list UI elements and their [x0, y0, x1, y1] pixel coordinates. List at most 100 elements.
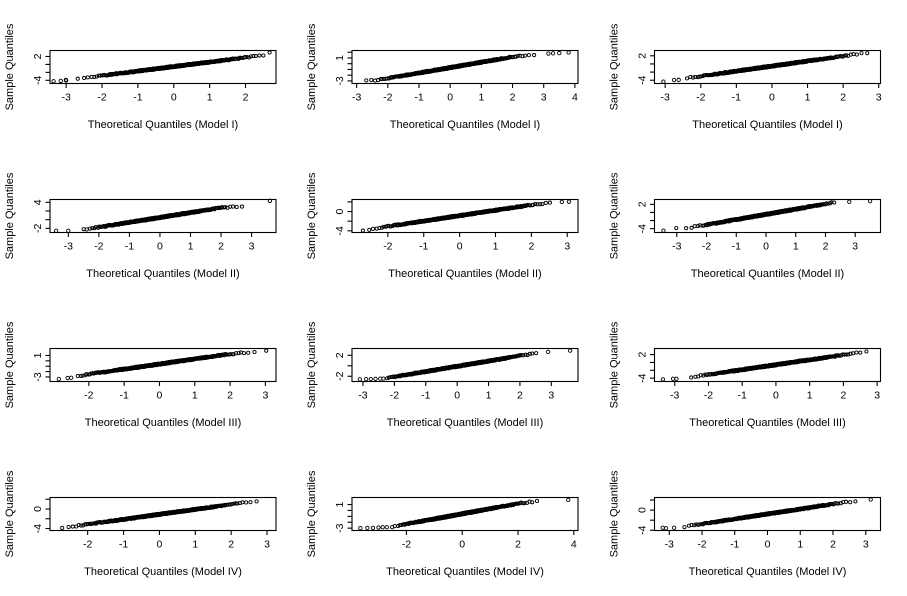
y-axis-title: Sample Quantiles — [306, 470, 318, 557]
x-tick-label: -3 — [358, 390, 367, 402]
y-axis: -42 — [637, 352, 655, 383]
x-tick-label: -3 — [64, 241, 73, 253]
data-point — [89, 74, 94, 79]
outlier-point — [559, 199, 565, 205]
x-axis: -2 -1 0 1 2 3 — [84, 381, 268, 402]
data-point — [824, 201, 829, 206]
y-axis-title: Sample Quantiles — [4, 470, 16, 557]
y-tick-label: -4 — [637, 224, 649, 233]
y-tick-label: 4 — [32, 199, 44, 205]
plot-frame — [653, 347, 882, 383]
x-tick-label: 0 — [765, 539, 771, 551]
y-tick-label: 2 — [334, 352, 346, 358]
data-point — [513, 54, 518, 59]
data-point — [233, 351, 239, 356]
outlier-point — [53, 228, 59, 233]
data-point — [533, 201, 538, 207]
data-points — [51, 50, 272, 84]
qqplot-model-1-col-3: -3 -2 -1 0 1 2 3 -4 2 Theoretical Quantiles (Mode… — [604, 0, 907, 149]
x-axis-title: Theoretical Quantiles (Model II) — [388, 268, 541, 280]
data-point — [695, 223, 700, 229]
data-point — [521, 353, 526, 358]
outlier-point — [847, 199, 852, 204]
outlier-point — [376, 525, 381, 530]
outlier-point — [661, 79, 666, 84]
x-tick-label: -1 — [732, 241, 741, 253]
plot-frame — [49, 496, 277, 532]
data-point — [254, 499, 259, 504]
x-axis-title: Theoretical Quantiles (Model IV) — [689, 566, 847, 578]
qqplot-model-1-col-2: -3 -2 -1 0 1 2 3 4 -3 1 Theoretical Quantiles (Mod… — [302, 0, 604, 149]
x-tick-label: -1 — [119, 539, 128, 551]
y-axis: -40 — [334, 201, 352, 235]
data-points — [661, 198, 873, 233]
x-tick-label: 1 — [207, 92, 213, 104]
x-axis-title: Theoretical Quantiles (Model I) — [88, 119, 238, 131]
x-tick-label: 2 — [228, 539, 234, 551]
outlier-point — [566, 50, 571, 55]
qqplot-model-4-col-2: -2 0 2 4 -3 1 Theoretical Quantiles (Model IV)… — [302, 447, 604, 596]
data-point — [538, 202, 543, 207]
data-point — [360, 228, 365, 233]
x-tick-label: 1 — [192, 539, 198, 551]
x-tick-label: 0 — [773, 390, 779, 402]
data-point — [223, 205, 228, 210]
y-axis: -22 — [334, 352, 352, 381]
data-point — [684, 226, 689, 231]
x-tick-label: 2 — [218, 241, 224, 253]
outlier-point — [674, 376, 679, 381]
y-tick-label: -4 — [637, 373, 649, 382]
x-tick-label: 0 — [457, 241, 463, 253]
x-tick-label: -3 — [670, 390, 679, 402]
data-point — [515, 53, 520, 58]
y-axis: -31 — [32, 352, 50, 382]
data-point — [854, 350, 859, 355]
data-point — [689, 225, 694, 230]
data-point — [693, 74, 698, 80]
x-tick-label: 2 — [830, 539, 836, 551]
data-points — [357, 348, 573, 382]
data-point — [364, 78, 369, 83]
x-tick-label: -2 — [390, 390, 399, 402]
y-tick-label: -3 — [334, 76, 346, 85]
outlier-point — [661, 228, 666, 233]
y-tick-label: 2 — [32, 53, 44, 59]
outlier-point — [363, 376, 369, 382]
data-point — [242, 54, 247, 60]
outlier-point — [357, 377, 362, 382]
data-point — [233, 501, 238, 506]
data-point — [251, 54, 256, 59]
outlier-point — [370, 525, 376, 531]
outlier-point — [381, 376, 386, 381]
x-axis-title: Theoretical Quantiles (Model III) — [387, 417, 544, 429]
data-point — [248, 500, 253, 505]
outlier-point — [373, 376, 378, 382]
data-point — [94, 74, 99, 79]
x-tick-label: -1 — [421, 390, 430, 402]
x-axis: -3 -2 -1 0 1 2 — [61, 83, 249, 104]
y-axis: -31 — [334, 501, 352, 533]
data-point — [229, 502, 234, 507]
outlier-point — [66, 228, 71, 233]
data-point — [534, 351, 539, 356]
x-tick-label: 4 — [572, 92, 578, 104]
data-point — [78, 373, 83, 378]
data-point — [691, 75, 696, 80]
x-tick-label: 2 — [840, 390, 846, 402]
x-tick-label: -1 — [730, 539, 739, 551]
data-point — [826, 201, 831, 206]
qqplot-model-3-col-3: -3 -2 -1 0 1 2 3 -4 2 Theoretical Quantiles (Mode… — [604, 298, 907, 447]
x-axis-title: Theoretical Quantiles (Model II) — [86, 268, 239, 280]
y-axis-title: Sample Quantiles — [306, 172, 318, 259]
data-point — [227, 502, 232, 507]
x-axis: -3 -2 -1 0 1 2 3 — [665, 530, 869, 551]
x-tick-label: -3 — [352, 92, 361, 104]
qqplot-model-3-col-1: -2 -1 0 1 2 3 -3 1 Theoretical Quantiles (Model … — [0, 298, 302, 447]
x-tick-label: 3 — [863, 539, 869, 551]
data-point — [858, 350, 863, 355]
